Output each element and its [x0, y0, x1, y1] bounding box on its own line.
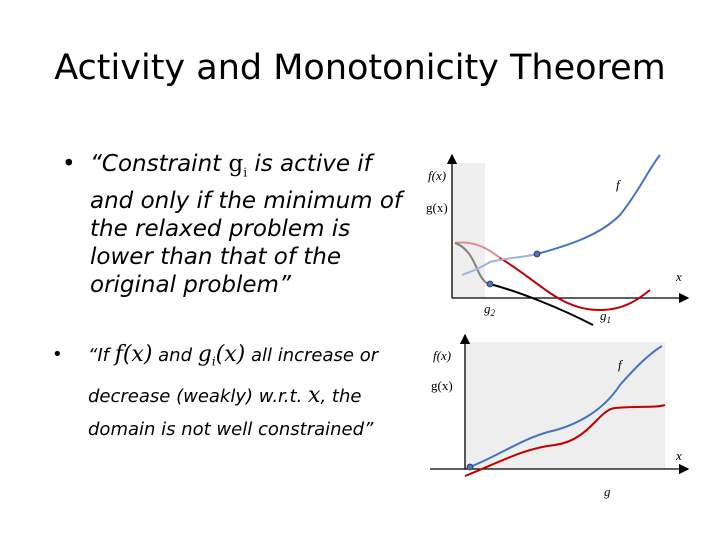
- bullet-activity-open: “Constraint: [90, 151, 229, 177]
- bullet-monotonicity-and: and: [152, 345, 198, 366]
- domain-region-shade: [465, 342, 665, 469]
- bullet-activity-text: “Constraint gi is active if and only if t…: [90, 150, 442, 299]
- bullet-monotonicity-open: “If: [88, 345, 115, 366]
- g-axis-label-2: g(x): [431, 378, 453, 393]
- bullet-monotonicity: • “If f(x) and gi(x) all increase or decr…: [52, 338, 412, 446]
- bullet-monotonicity-text: “If f(x) and gi(x) all increase or decrea…: [88, 338, 412, 446]
- bullet-dot: •: [52, 344, 63, 365]
- bullet-monotonicity-line2b: , the: [320, 385, 362, 407]
- g1-curve: [499, 257, 651, 312]
- variable-x: x: [308, 382, 321, 408]
- bullet-activity-line4: lower than that of the: [90, 243, 342, 270]
- function-g: g: [197, 342, 212, 367]
- bullet-monotonicity-rest: all increase or: [245, 345, 379, 366]
- g2-label: g2: [484, 301, 496, 318]
- f-curve-2: [469, 345, 663, 468]
- f-curve-label-1: f: [616, 177, 622, 192]
- bullet-monotonicity-line2a: decrease (weakly) w.r.t.: [88, 385, 309, 407]
- diagram-monotonicity: f(x) g(x) f x g: [430, 333, 690, 499]
- relaxed-region-shade: [452, 163, 485, 298]
- bullet-activity-line3: the relaxed problem is: [90, 215, 351, 242]
- g2-curve: [489, 283, 594, 326]
- g-axis-label-1: g(x): [426, 200, 448, 215]
- constraint-subscript: i: [243, 165, 248, 180]
- relaxed-minimum-point: [486, 280, 494, 288]
- g-curve-label-2: g: [604, 484, 611, 499]
- slide-title: Activity and Monotonicity Theorem: [54, 48, 666, 88]
- f-curve-label-2: f: [618, 357, 624, 372]
- f-curve: [536, 154, 661, 255]
- function-g-arg: (x): [215, 342, 246, 367]
- f-minimum-point: [533, 250, 541, 258]
- function-f: f(x): [114, 342, 153, 367]
- minimum-point-2: [466, 463, 474, 471]
- bullet-monotonicity-line3: domain is not well constrained”: [88, 418, 374, 440]
- constraint-symbol: g: [228, 151, 244, 177]
- g1-label: g1: [600, 308, 611, 325]
- f-axis-label-1: f(x): [428, 168, 446, 183]
- bullet-activity-line2: and only if the minimum of: [90, 187, 403, 214]
- x-axis-label-1: x: [675, 269, 682, 284]
- g-curve-2: [464, 404, 666, 477]
- function-g-subscript: i: [211, 354, 216, 369]
- diagram-activity: f(x) g(x) f x g2 g1: [426, 153, 690, 326]
- bullet-activity: • “Constraint gi is active if and only if…: [62, 150, 442, 299]
- bullet-dot: •: [62, 151, 76, 177]
- f-curve-faded: [461, 253, 538, 276]
- bullet-activity-rest: is active if: [247, 151, 372, 177]
- g1-curve-faded: [454, 241, 501, 259]
- f-axis-label-2: f(x): [433, 348, 451, 363]
- bullet-activity-line5: original problem”: [90, 271, 291, 298]
- x-axis-label-2: x: [675, 448, 682, 463]
